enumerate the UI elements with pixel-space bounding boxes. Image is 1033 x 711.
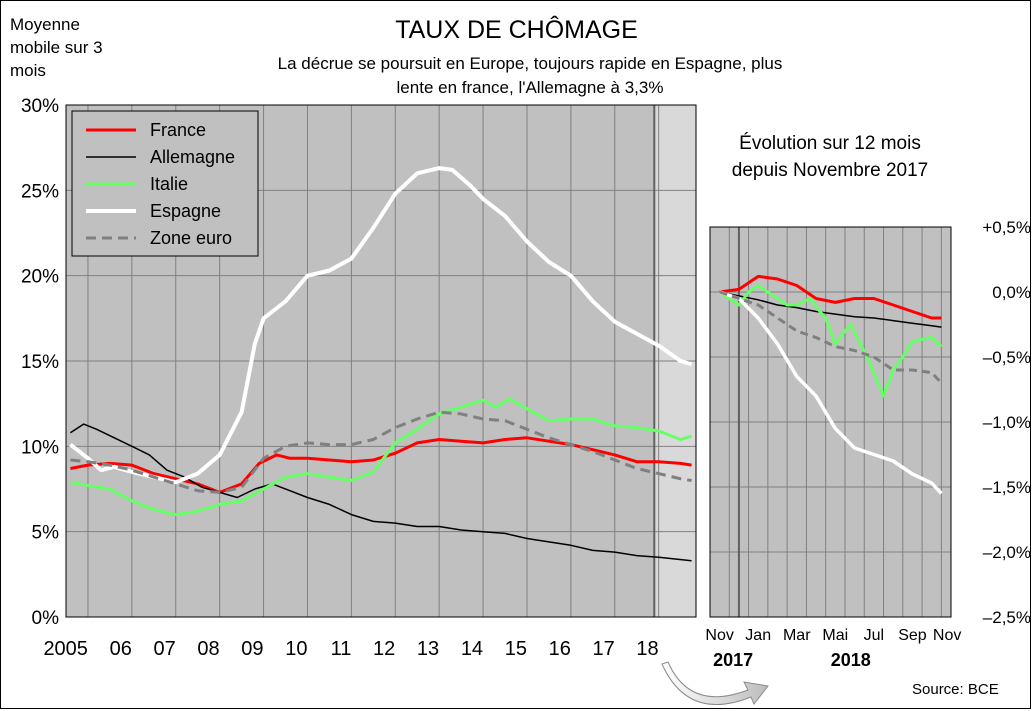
- main-x-tick-label: 12: [373, 638, 395, 660]
- main-x-tick-label: 08: [197, 638, 219, 660]
- inset-x-tick-label: Mai: [822, 627, 848, 644]
- main-y-tick-label: 20%: [21, 267, 59, 288]
- main-x-tick-label: 07: [154, 638, 176, 660]
- legend-label: Espagne: [150, 201, 221, 221]
- main-x-tick-label: 13: [417, 638, 439, 660]
- main-series-france: [70, 436, 692, 494]
- inset-x-tick-label: Mar: [783, 627, 811, 644]
- main-plot-border: [65, 104, 697, 618]
- inset-y-tick-label: –2,0%: [983, 543, 1031, 562]
- inset-year-label: 2017: [713, 650, 753, 670]
- main-y-tick-label: 5%: [32, 523, 60, 544]
- inset-year-label: 2018: [831, 650, 871, 670]
- main-series-italie: [70, 397, 693, 517]
- inset-x-tick-label: Sep: [898, 627, 927, 644]
- main-series-zone-euro: [70, 410, 692, 494]
- inset-series-espagne: [719, 290, 943, 495]
- inset-x-tick-label: Jul: [864, 627, 884, 644]
- inset-y-tick-label: +0,5%: [982, 218, 1031, 237]
- chart-subtitle: La décrue se poursuit en Europe, toujour…: [277, 54, 783, 97]
- legend-label: Zone euro: [150, 228, 232, 248]
- chart-title: TAUX DE CHÔMAGE: [395, 16, 638, 44]
- main-series-espagne: [69, 166, 693, 485]
- main-x-tick-label: 2005: [43, 638, 88, 660]
- inset-title: Évolution sur 12 mois depuis Novembre 20…: [731, 133, 929, 181]
- source-note: Source: BCE: [912, 681, 999, 698]
- y-axis-caption: Moyenne mobile sur 3 mois: [10, 15, 103, 80]
- main-x-tick-label: 17: [593, 638, 615, 660]
- main-x-tick-label: 15: [505, 638, 527, 660]
- inset-series-italie: [718, 284, 943, 398]
- inset-x-tick-label: Nov: [705, 627, 733, 644]
- main-x-tick-label: 09: [241, 638, 263, 660]
- inset-y-tick-label: –1,5%: [983, 478, 1031, 497]
- main-y-tick-label: 30%: [21, 96, 59, 117]
- main-y-tick-label: 10%: [21, 437, 59, 458]
- legend-label: Allemagne: [150, 147, 235, 167]
- main-series-allemagne: [69, 423, 692, 562]
- main-y-tick-label: 0%: [32, 608, 60, 629]
- inset-y-tick-label: –0,5%: [983, 348, 1031, 367]
- inset-x-tick-label: Jan: [745, 627, 771, 644]
- main-y-tick-label: 25%: [21, 181, 59, 202]
- main-x-tick-label: 14: [461, 638, 483, 660]
- main-x-tick-label: 11: [331, 638, 352, 660]
- inset-plot-border: [709, 226, 952, 618]
- curved-arrow-icon: [661, 661, 769, 705]
- main-x-tick-label: 06: [110, 638, 132, 660]
- legend-label: Italie: [150, 174, 188, 194]
- inset-y-tick-label: 0,0%: [992, 283, 1031, 302]
- main-x-tick-label: 16: [549, 638, 571, 660]
- inset-series-zone-euro: [719, 290, 943, 385]
- legend-label: France: [150, 120, 206, 140]
- main-y-tick-label: 15%: [21, 352, 59, 373]
- inset-series-france: [719, 274, 942, 320]
- inset-series-allemagne: [719, 291, 942, 328]
- main-x-tick-label: 18: [636, 638, 658, 660]
- main-x-tick-label: 10: [285, 638, 307, 660]
- inset-x-tick-label: Nov: [933, 627, 961, 644]
- inset-y-tick-label: –2,5%: [983, 608, 1031, 627]
- inset-y-tick-label: –1,0%: [983, 413, 1031, 432]
